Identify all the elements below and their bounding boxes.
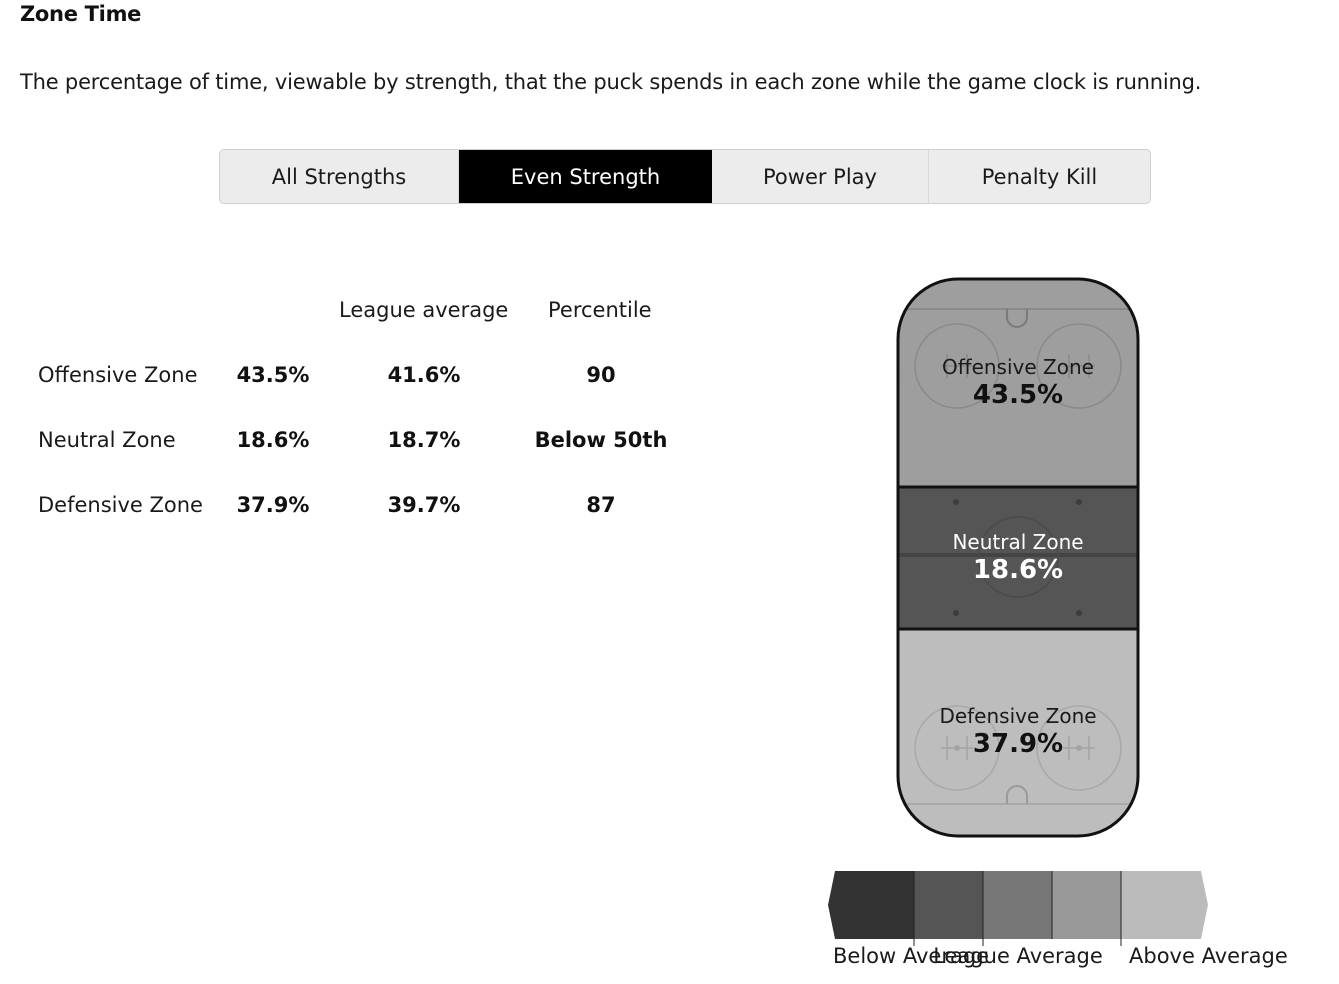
legend-swatch-4: [1052, 871, 1121, 939]
header-percentile: Percentile: [548, 298, 652, 322]
cell-neutral-league-average: 18.7%: [387, 428, 461, 452]
strength-tabs: All Strengths Even Strength Power Play P…: [219, 149, 1151, 204]
cell-defensive-value: 37.9%: [236, 493, 310, 517]
rink-neutral-label: Neutral Zone: [952, 530, 1083, 554]
legend-swatch-3: [983, 871, 1052, 939]
rink-diagram: Offensive Zone 43.5% Neutral Zone 18.6% …: [895, 276, 1141, 839]
tab-even-strength[interactable]: Even Strength: [459, 150, 712, 203]
cell-offensive-percentile: 90: [586, 363, 616, 387]
cell-defensive-league-average: 39.7%: [387, 493, 461, 517]
tab-all-strengths[interactable]: All Strengths: [220, 150, 459, 203]
cell-offensive-value: 43.5%: [236, 363, 310, 387]
header-league-average: League average: [339, 298, 509, 322]
legend-above-average: Above Average: [1129, 944, 1288, 968]
neutral-zone-area: [898, 487, 1138, 629]
tab-power-play[interactable]: Power Play: [712, 150, 929, 203]
row-label-neutral: Neutral Zone: [38, 428, 176, 452]
color-legend: Below Average League Average Above Avera…: [826, 870, 1288, 980]
cell-offensive-league-average: 41.6%: [387, 363, 461, 387]
rink-defensive-value: 37.9%: [973, 729, 1063, 759]
legend-swatch-2: [914, 871, 983, 939]
legend-below-average: Below Average: [833, 944, 990, 968]
rink-offensive-label: Offensive Zone: [942, 355, 1094, 379]
cell-neutral-percentile: Below 50th: [534, 428, 668, 452]
row-label-defensive: Defensive Zone: [38, 493, 203, 517]
rink-offensive-value: 43.5%: [973, 380, 1063, 410]
defensive-zone-area: [898, 629, 1138, 836]
legend-swatch-1: [828, 871, 914, 939]
page-title: Zone Time: [20, 2, 142, 26]
offensive-zone-area: [898, 279, 1138, 487]
cell-neutral-value: 18.6%: [236, 428, 310, 452]
cell-defensive-percentile: 87: [586, 493, 616, 517]
rink-defensive-label: Defensive Zone: [939, 704, 1096, 728]
row-label-offensive: Offensive Zone: [38, 363, 198, 387]
rink-neutral-value: 18.6%: [973, 555, 1063, 585]
tab-penalty-kill[interactable]: Penalty Kill: [981, 164, 1098, 189]
legend-swatch-5: [1121, 871, 1208, 939]
legend-league-average: League Average: [933, 944, 1103, 968]
page-description: The percentage of time, viewable by stre…: [20, 70, 1202, 94]
